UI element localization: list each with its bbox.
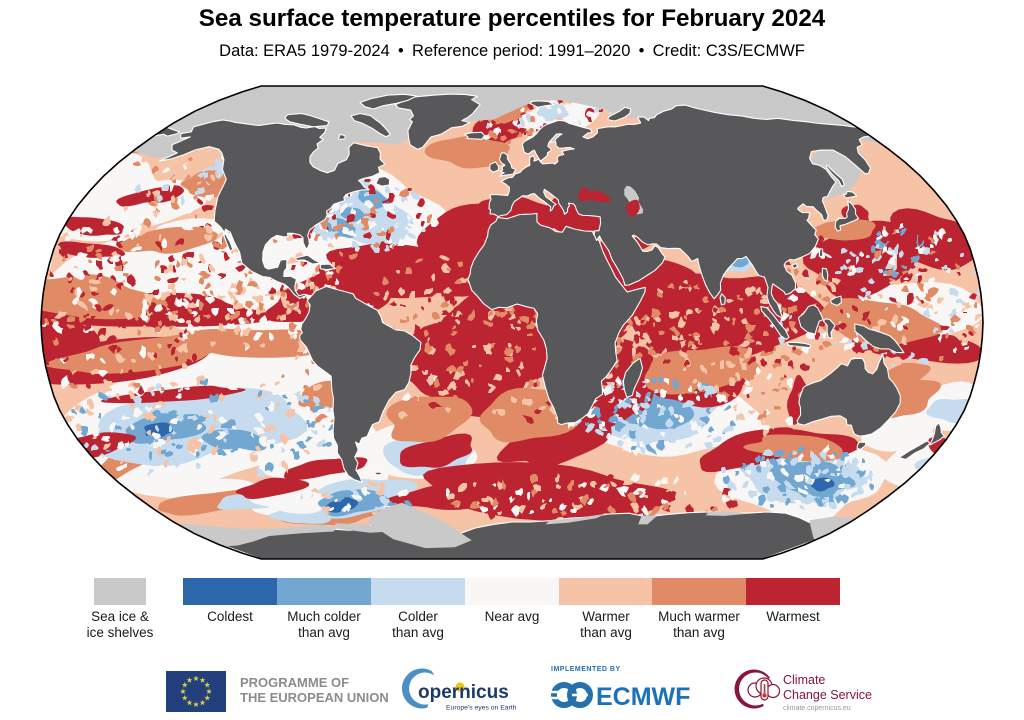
svg-text:Europe's eyes on Earth: Europe's eyes on Earth xyxy=(446,705,517,712)
svg-text:Climate: Climate xyxy=(783,673,825,687)
svg-text:opernicus: opernicus xyxy=(418,682,509,703)
svg-text:climate.copernicus.eu: climate.copernicus.eu xyxy=(783,705,851,712)
svg-text:Change Service: Change Service xyxy=(783,688,872,702)
svg-text:ECMWF: ECMWF xyxy=(596,683,690,711)
